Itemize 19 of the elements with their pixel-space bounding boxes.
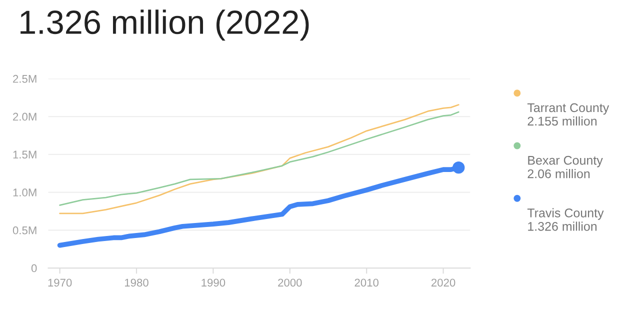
- y-tick-label: 1.5M: [13, 150, 36, 159]
- x-tick-label: 2010: [354, 278, 379, 287]
- y-tick-label: 2.5M: [13, 74, 36, 83]
- x-tick-label: 1980: [124, 278, 148, 287]
- chart-title: 1.326 million (2022): [20, 10, 309, 41]
- legend-label: Travis County: [527, 208, 604, 220]
- x-tick-label: 2000: [278, 278, 302, 287]
- text: 1.326 million: [528, 222, 597, 231]
- text: 2.155 million: [528, 116, 597, 126]
- x-tick-label: 1990: [202, 278, 226, 287]
- y-tick-label: 1.0M: [13, 188, 36, 196]
- y-tick-label: 2.0M: [13, 112, 36, 121]
- text: 2.06 million: [528, 169, 590, 178]
- y-tick-label: 0.5M: [12, 226, 36, 234]
- legend-label: Bexar County: [528, 156, 603, 168]
- x-tick-label: 1970: [48, 278, 72, 287]
- y-tick-label: 0: [31, 264, 37, 272]
- legend-label: Tarrant County: [527, 103, 610, 115]
- x-tick-label: 2020: [431, 278, 456, 287]
